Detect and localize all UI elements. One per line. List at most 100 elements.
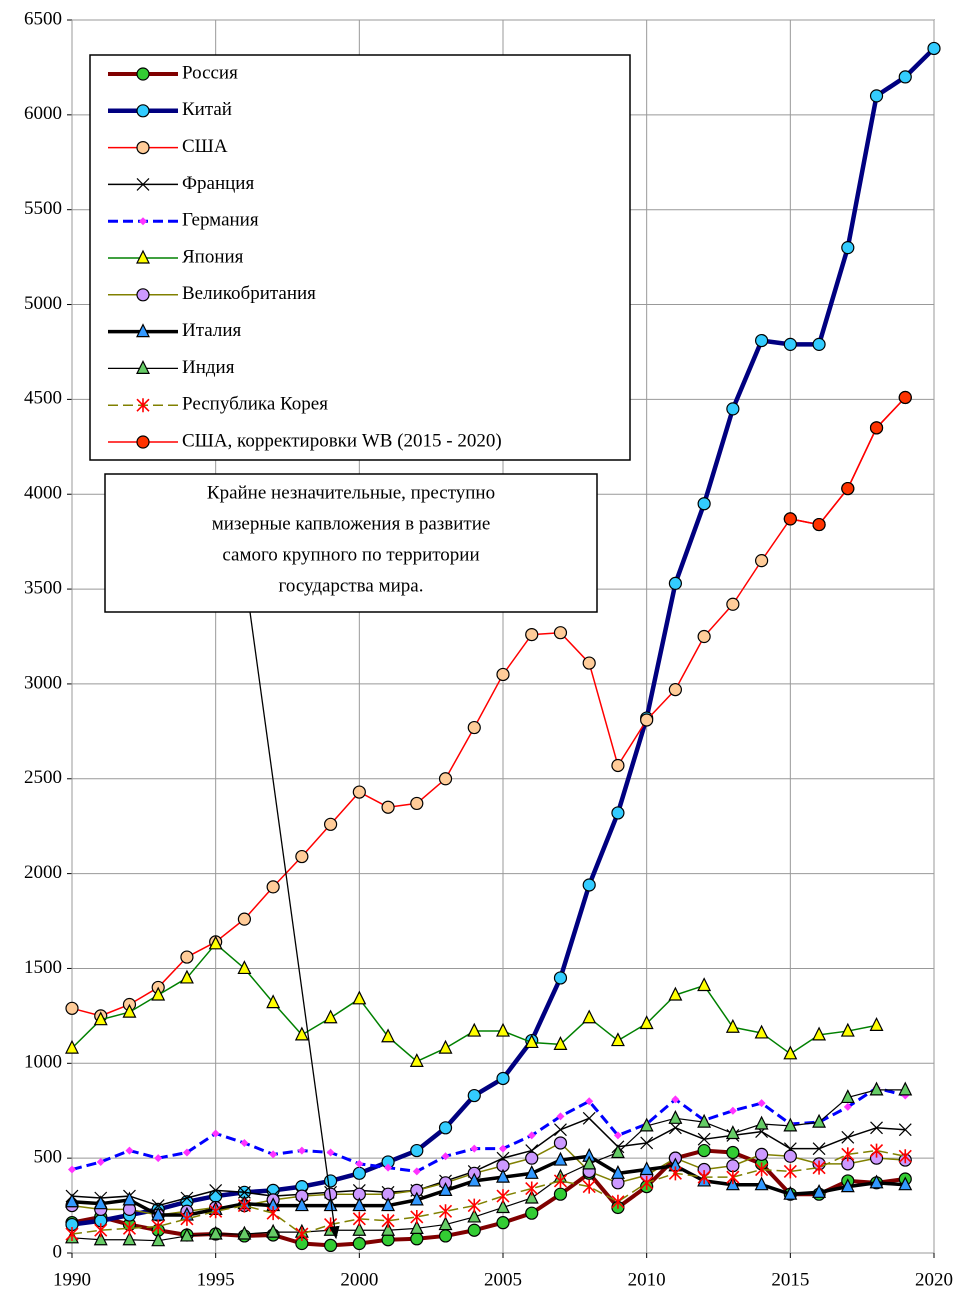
marker [381,1213,395,1228]
marker [237,960,252,975]
marker [869,421,884,435]
marker [240,1138,249,1147]
marker [136,398,150,413]
legend-label: США, корректировки WB (2015 - 2020) [182,430,502,451]
marker [297,1146,306,1155]
marker [409,1191,424,1206]
marker [525,1151,539,1165]
y-tick-label: 5500 [24,198,62,219]
marker [122,1231,137,1246]
marker [527,1131,536,1140]
series-line [71,1149,906,1235]
marker [755,1162,769,1177]
marker [324,817,338,831]
marker [754,1024,769,1039]
marker [65,1039,79,1054]
marker [754,554,769,568]
marker [496,1071,510,1086]
marker [136,435,150,449]
marker [93,1231,108,1246]
marker [757,1099,766,1108]
marker [412,1167,421,1176]
marker [352,785,366,799]
legend-label: Россия [182,62,238,83]
marker [525,1206,539,1220]
y-tick-label: 1500 [24,957,62,978]
marker [122,1191,137,1206]
marker [65,1001,79,1015]
marker [151,986,166,1001]
marker [122,1003,137,1018]
marker [496,1189,510,1204]
y-tick-label: 6000 [24,103,62,124]
marker [68,1165,76,1174]
x-tick-label: 2020 [915,1269,953,1290]
marker [525,1181,539,1196]
marker [237,912,251,926]
marker [812,1160,826,1175]
marker [136,141,150,155]
marker [812,1026,827,1041]
marker [668,1166,682,1181]
series-line [71,1086,906,1173]
annotation-text: Крайне незначительные, преступно [207,482,495,503]
legend-label: США [182,136,228,157]
marker [96,1157,105,1166]
marker [726,597,740,611]
marker [381,1028,396,1043]
y-tick-label: 5000 [24,293,62,314]
marker [898,1123,912,1137]
y-tick-label: 4000 [24,483,62,504]
legend-label: Индия [182,357,235,378]
x-tick-label: 2010 [628,1269,666,1290]
marker [237,1225,252,1240]
marker [898,70,912,84]
marker [697,497,711,511]
marker [869,1174,884,1189]
marker [582,656,596,670]
marker [725,1018,740,1033]
marker [294,1197,309,1212]
marker [266,1223,281,1238]
marker [467,1022,482,1037]
marker [585,1097,594,1106]
marker [525,628,539,642]
marker [384,1163,393,1172]
marker [754,1176,769,1191]
marker [151,1232,166,1247]
marker [295,1227,309,1242]
legend-label: Франция [182,173,254,194]
marker [209,1183,223,1197]
marker [754,333,769,348]
marker [841,241,855,255]
legend-label: Китай [182,99,232,120]
marker [467,1172,482,1187]
legend-box [89,54,631,461]
marker [840,1178,855,1193]
marker [323,1197,338,1212]
marker [237,1198,251,1213]
marker [671,1095,680,1104]
y-tick-label: 2000 [24,862,62,883]
marker [269,1150,278,1159]
marker [898,1176,913,1191]
legend-label: Германия [182,210,259,231]
marker [467,1223,481,1237]
marker [726,1170,740,1185]
marker [441,1152,450,1161]
marker [553,1136,568,1150]
marker [783,1185,798,1200]
marker [136,288,150,302]
marker [898,390,912,405]
marker [639,1015,654,1030]
marker [136,323,150,338]
marker [352,1236,366,1251]
marker [352,1166,366,1180]
y-tick-label: 4500 [24,388,62,409]
marker [728,1106,737,1115]
marker [754,1115,769,1130]
marker [136,104,150,118]
marker [611,1194,625,1209]
marker [783,1149,797,1163]
